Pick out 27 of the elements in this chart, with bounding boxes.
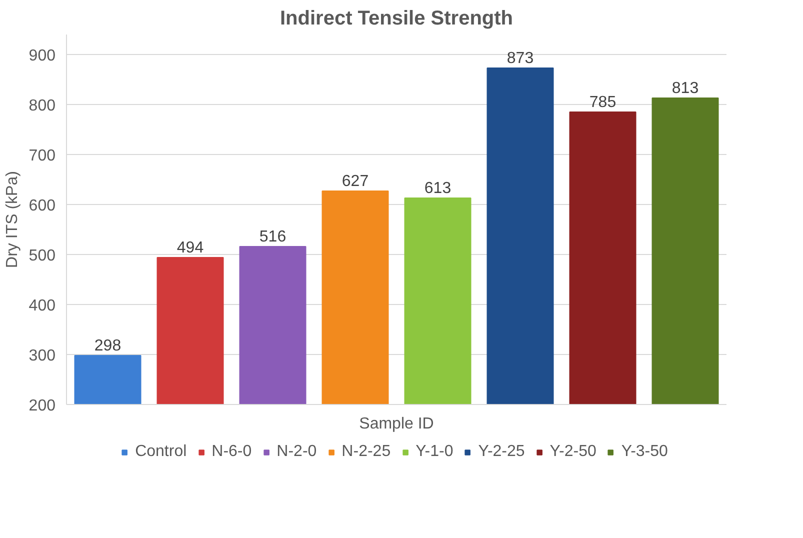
y-axis-title: Dry ITS (kPa): [4, 171, 21, 268]
y-tick-label: 700: [28, 148, 56, 164]
legend-label: Y-2-50: [550, 443, 596, 461]
data-label: 613: [424, 180, 452, 197]
legend-label: N-6-0: [212, 443, 252, 461]
legend-label: N-2-0: [276, 443, 317, 461]
y-tick-label: 300: [28, 348, 56, 364]
y-tick-label: 600: [28, 198, 56, 214]
data-label: 494: [176, 240, 204, 256]
data-label: 873: [506, 50, 534, 67]
data-label: 627: [342, 173, 369, 190]
data-label: 516: [259, 228, 286, 246]
y-tick-label: 200: [28, 398, 56, 414]
x-axis-title: Sample ID: [359, 416, 434, 432]
legend-label: Y-1-0: [416, 443, 454, 461]
legend-label: Y-2-25: [478, 443, 525, 461]
data-label: 785: [589, 94, 616, 111]
y-tick-label: 400: [28, 298, 56, 314]
data-label: 298: [94, 338, 122, 354]
legend-label: N-2-25: [342, 443, 391, 461]
chart-title: Indirect Tensile Strength: [280, 8, 513, 30]
y-tick-label: 800: [28, 98, 56, 114]
y-tick-label: 900: [28, 48, 56, 64]
data-label: 813: [672, 80, 699, 97]
y-tick-label: 500: [28, 248, 56, 264]
legend-label: Control: [135, 443, 187, 461]
legend-label: Y-3-50: [621, 443, 668, 461]
